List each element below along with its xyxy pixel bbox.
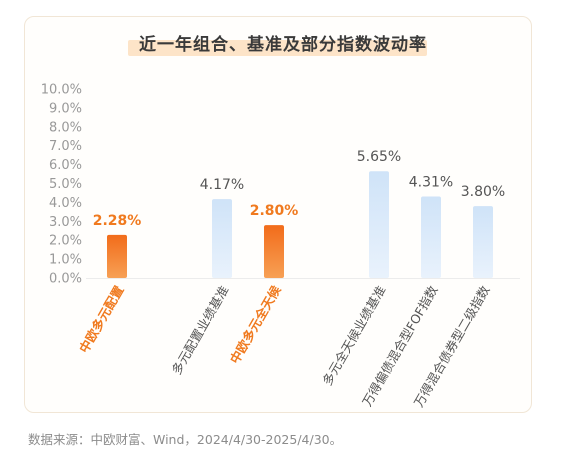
bar	[264, 225, 284, 278]
x-tick-label: 多元配置业绩基准	[169, 283, 232, 377]
y-tick-label: 1.0%	[49, 253, 82, 268]
chart-card	[24, 16, 532, 413]
bars	[107, 171, 493, 278]
y-tick-label: 6.0%	[49, 158, 82, 173]
value-label: 5.65%	[357, 149, 401, 165]
bar	[421, 196, 441, 278]
y-tick-label: 8.0%	[49, 120, 82, 135]
y-tick-label: 2.0%	[49, 234, 82, 249]
bar	[212, 199, 232, 278]
y-tick-label: 7.0%	[49, 139, 82, 154]
bar	[369, 171, 389, 278]
value-label: 4.31%	[409, 175, 453, 191]
y-tick-label: 4.0%	[49, 196, 82, 211]
value-label: 3.80%	[461, 184, 505, 200]
bar	[473, 206, 493, 278]
bar	[107, 234, 127, 278]
value-label: 4.17%	[200, 177, 244, 193]
y-tick-label: 3.0%	[49, 215, 82, 230]
x-tick-label: 中欧多元配置	[76, 283, 127, 356]
data-source-footer: 数据来源：中欧财富、Wind，2024/4/30-2025/4/30。	[28, 432, 343, 447]
y-tick-label: 0.0%	[49, 272, 82, 287]
y-tick-label: 5.0%	[49, 177, 82, 192]
x-tick-label: 中欧多元全天候	[227, 283, 284, 367]
value-label: 2.28%	[93, 213, 142, 229]
y-axis: 0.0% 1.0% 2.0% 3.0% 4.0% 5.0% 6.0% 7.0% 8.0% 9.0%…	[41, 83, 520, 287]
y-tick-label: 9.0%	[49, 101, 82, 116]
title-highlight	[128, 40, 427, 56]
value-labels: 2.28% 4.17% 2.80% 5.65% 4.31% 3.80%	[93, 149, 506, 229]
chart-title: 近一年组合、基准及部分指数波动率	[139, 35, 427, 55]
y-tick-label: 10.0%	[41, 83, 82, 98]
value-label: 2.80%	[250, 203, 299, 219]
